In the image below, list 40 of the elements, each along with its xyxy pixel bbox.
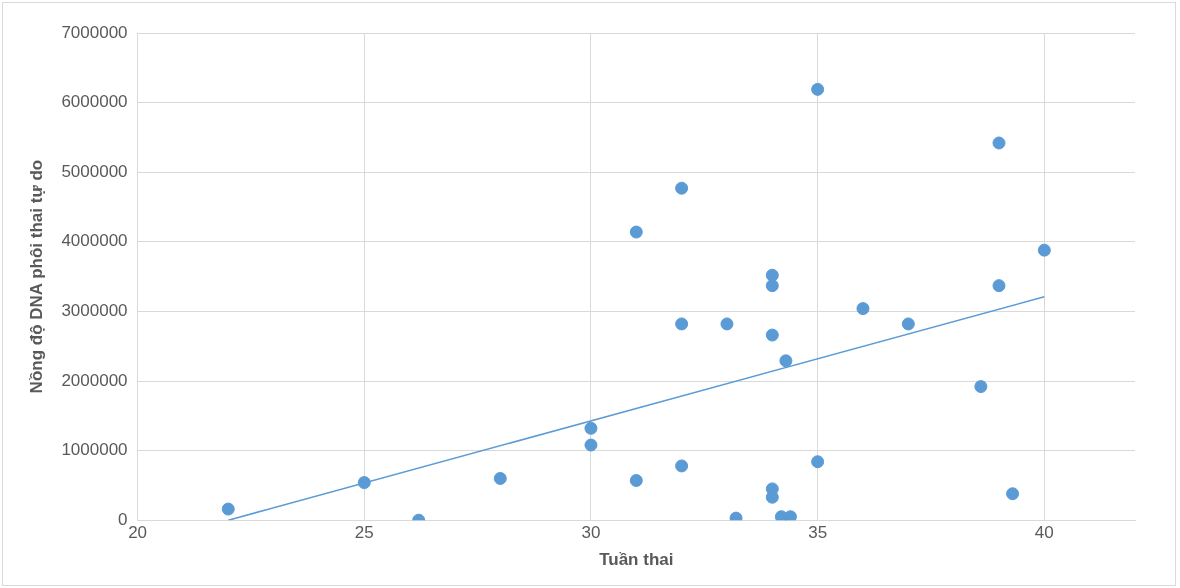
point bbox=[584, 438, 598, 452]
point bbox=[720, 317, 734, 331]
point bbox=[629, 225, 643, 239]
point bbox=[675, 459, 689, 473]
point bbox=[856, 302, 870, 316]
point bbox=[974, 380, 988, 394]
point bbox=[901, 317, 915, 331]
point bbox=[779, 354, 793, 368]
y-tick-label: 6000000 bbox=[61, 92, 128, 112]
point bbox=[765, 328, 779, 342]
y-tick-label: 1000000 bbox=[61, 440, 128, 460]
x-tick-label: 35 bbox=[808, 523, 828, 543]
x-tick-label: 20 bbox=[128, 523, 148, 543]
point bbox=[811, 455, 825, 469]
y-tick-label: 5000000 bbox=[61, 161, 128, 181]
point bbox=[493, 471, 507, 485]
point bbox=[1037, 243, 1051, 257]
point bbox=[584, 421, 598, 435]
point bbox=[675, 317, 689, 331]
y-tick-label: 3000000 bbox=[61, 301, 128, 321]
point bbox=[811, 82, 825, 96]
point bbox=[1006, 487, 1020, 501]
y-tick-label: 0 bbox=[118, 509, 128, 529]
x-tick-label: 40 bbox=[1034, 523, 1054, 543]
y-axis-title: Nồng độ DNA phôi thai tự do bbox=[26, 159, 46, 394]
point bbox=[765, 268, 779, 282]
point bbox=[765, 279, 779, 293]
x-tick-label: 30 bbox=[581, 523, 601, 543]
y-tick-label: 4000000 bbox=[61, 231, 128, 251]
y-tick-label: 2000000 bbox=[61, 370, 128, 390]
point bbox=[992, 136, 1006, 150]
y-tick-label: 7000000 bbox=[61, 22, 128, 42]
point bbox=[629, 474, 643, 488]
point bbox=[357, 476, 371, 490]
point bbox=[675, 181, 689, 195]
x-tick-label: 25 bbox=[354, 523, 374, 543]
point bbox=[783, 510, 797, 521]
point bbox=[992, 279, 1006, 293]
point bbox=[221, 502, 235, 516]
x-axis-title: Tuần thai bbox=[599, 550, 674, 570]
